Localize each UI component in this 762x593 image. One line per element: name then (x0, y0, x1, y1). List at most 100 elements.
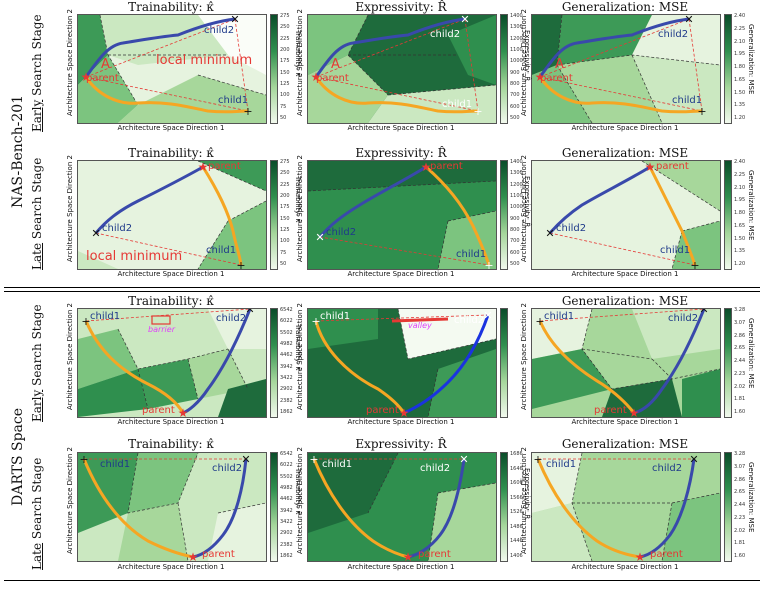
colorbar-tick-label: 4462 (280, 496, 293, 503)
colorbar-tick-label: 1400 (510, 13, 523, 19)
landscape-darts-late-trainability: ★ + ✕ child1 child2 parent (77, 452, 267, 562)
colorbar-tick-label: 1.20 (734, 261, 746, 267)
colorbar-tick-label: 125 (280, 227, 290, 233)
panel-title: Trainability: κ̂ (128, 437, 214, 451)
colorbar-tick-label: 500 (510, 115, 520, 121)
colorbar-tick-label: 200 (280, 47, 290, 53)
colorbar-tick-label: 3.07 (734, 463, 746, 470)
child2-label: child2 (652, 463, 683, 474)
child1-label: child1 (546, 459, 577, 470)
y-axis-label: Architecture Space Direction 2 (66, 9, 74, 116)
child2-marker: ✕ (460, 15, 469, 26)
x-axis-label: Architecture Space Direction 1 (347, 270, 455, 278)
colorbar-tick-label: 4982 (280, 485, 293, 491)
colorbar-ticks: 6542 6022 5502 4982 4462 3942 3422 2902 2382 1862 (280, 308, 306, 416)
section-divider-top (4, 287, 760, 288)
colorbar-tick-label: 1406 (510, 553, 523, 559)
colorbar-tick-label: 2.10 (734, 184, 746, 191)
x-axis-label: Architecture Space Direction 1 (117, 270, 225, 278)
parent-star: ★ (629, 406, 640, 417)
landscape-darts-early-trainability: ★ + ✕ child1 child2 barrier parent (77, 308, 267, 418)
child2-label: child2 (668, 313, 699, 324)
colorbar-tick-label: 2.86 (734, 332, 746, 339)
colorbar-tick-label: 1200 (510, 35, 523, 42)
parent-label: parent (142, 405, 175, 416)
region-a-label: A (555, 57, 564, 72)
parent-star: ★ (421, 161, 432, 174)
panel-title: Generalization: MSE (561, 437, 689, 451)
section-label-darts: DARTS Space (10, 407, 26, 506)
colorbar-tick-label: 4462 (280, 352, 293, 359)
parent-star: ★ (645, 161, 656, 174)
colorbar-tick-label: 2.25 (734, 171, 746, 178)
colorbar-tick-label: 1100 (510, 193, 523, 199)
y-axis-label: Architecture Space Direction 2 (66, 447, 74, 554)
colorbar-tick-label: 1.50 (734, 235, 746, 242)
colorbar-tick-label: 1.35 (734, 248, 746, 255)
colorbar-tick-label: 150 (280, 215, 290, 222)
colorbar-tick-label: 600 (510, 103, 520, 110)
colorbar-label: Expressivity: R̂ (523, 176, 531, 228)
colorbar-tick-label: 1446 (510, 538, 523, 545)
child2-marker: ✕ (689, 453, 698, 466)
child1-marker: + (311, 315, 320, 328)
child1-label: child1 (442, 99, 473, 110)
colorbar-tick-label: 1.80 (734, 210, 746, 216)
child1-marker: + (79, 453, 88, 466)
child1-label: child1 (456, 249, 487, 260)
parent-star: ★ (198, 161, 209, 174)
x-axis-label: Architecture Space Direction 1 (571, 124, 679, 132)
landscape-nas-early-expressivity: ★ ✕ + A parent child2 child1 (307, 14, 497, 124)
x-axis-label: Architecture Space Direction 1 (347, 124, 455, 132)
colorbar (270, 452, 278, 562)
colorbar-tick-label: 4982 (280, 341, 293, 347)
colorbar-tick-label: 2.23 (734, 514, 746, 521)
section-label-nas: NAS-Bench-201 (10, 94, 26, 208)
barrier-label: barrier (148, 325, 175, 334)
local-minimum-label: local minimum (86, 249, 183, 264)
colorbar-tick-label: 100 (280, 92, 290, 99)
child1-marker: + (243, 105, 252, 118)
row-label-nas-early: Early Search Stage (30, 14, 44, 132)
child1-label: child1 (544, 311, 575, 322)
colorbar-tick-label: 5502 (280, 473, 293, 480)
colorbar-tick-label: 1100 (510, 47, 523, 53)
parent-label: parent (540, 73, 573, 84)
colorbar-tick-label: 2.65 (734, 489, 746, 496)
colorbar (500, 452, 508, 562)
colorbar (724, 452, 732, 562)
colorbar-tick-label: 1606 (510, 480, 523, 487)
colorbar-tick-label: 3.28 (734, 451, 746, 457)
colorbar-tick-label: 100 (280, 238, 290, 245)
x-axis-label: Architecture Space Direction 1 (117, 563, 225, 571)
colorbar-label: Generalization: MSE (747, 170, 755, 241)
colorbar-tick-label: 1526 (510, 509, 523, 516)
colorbar-tick-label: 1.80 (734, 64, 746, 70)
x-axis-label: Architecture Space Direction 1 (347, 563, 455, 571)
child1-label: child1 (206, 245, 237, 256)
landscape-darts-late-generalization: ★ + ✕ child1 child2 parent (531, 452, 721, 562)
section-divider-mid (4, 291, 760, 292)
colorbar-tick-label: 2.40 (734, 13, 746, 19)
colorbar (270, 14, 278, 124)
colorbar-tick-label: 3942 (280, 363, 293, 370)
child1-marker: + (690, 259, 699, 269)
colorbar (724, 14, 732, 124)
child1-marker: + (473, 105, 482, 118)
colorbar-tick-label: 1.81 (734, 396, 746, 403)
colorbar-tick-label: 50 (280, 115, 287, 121)
row-label-darts-early: Early Search Stage (30, 304, 44, 422)
child2-marker: ✕ (245, 309, 254, 316)
colorbar-tick-label: 2.65 (734, 345, 746, 352)
child1-label: child1 (320, 311, 351, 322)
child2-marker: ✕ (241, 453, 250, 466)
colorbar-tick-label: 6542 (280, 451, 293, 457)
colorbar (500, 308, 508, 418)
colorbar-tick-label: 1400 (510, 159, 523, 165)
parent-label: parent (418, 549, 451, 560)
colorbar-tick-label: 700 (510, 238, 520, 245)
child2-marker: ✕ (315, 231, 324, 244)
y-axis-label: Architecture Space Direction 2 (520, 303, 528, 410)
row-label-darts-late: Late Search Stage (30, 457, 44, 570)
landscape-nas-early-generalization: ★ ✕ + A parent child2 child1 (531, 14, 721, 124)
